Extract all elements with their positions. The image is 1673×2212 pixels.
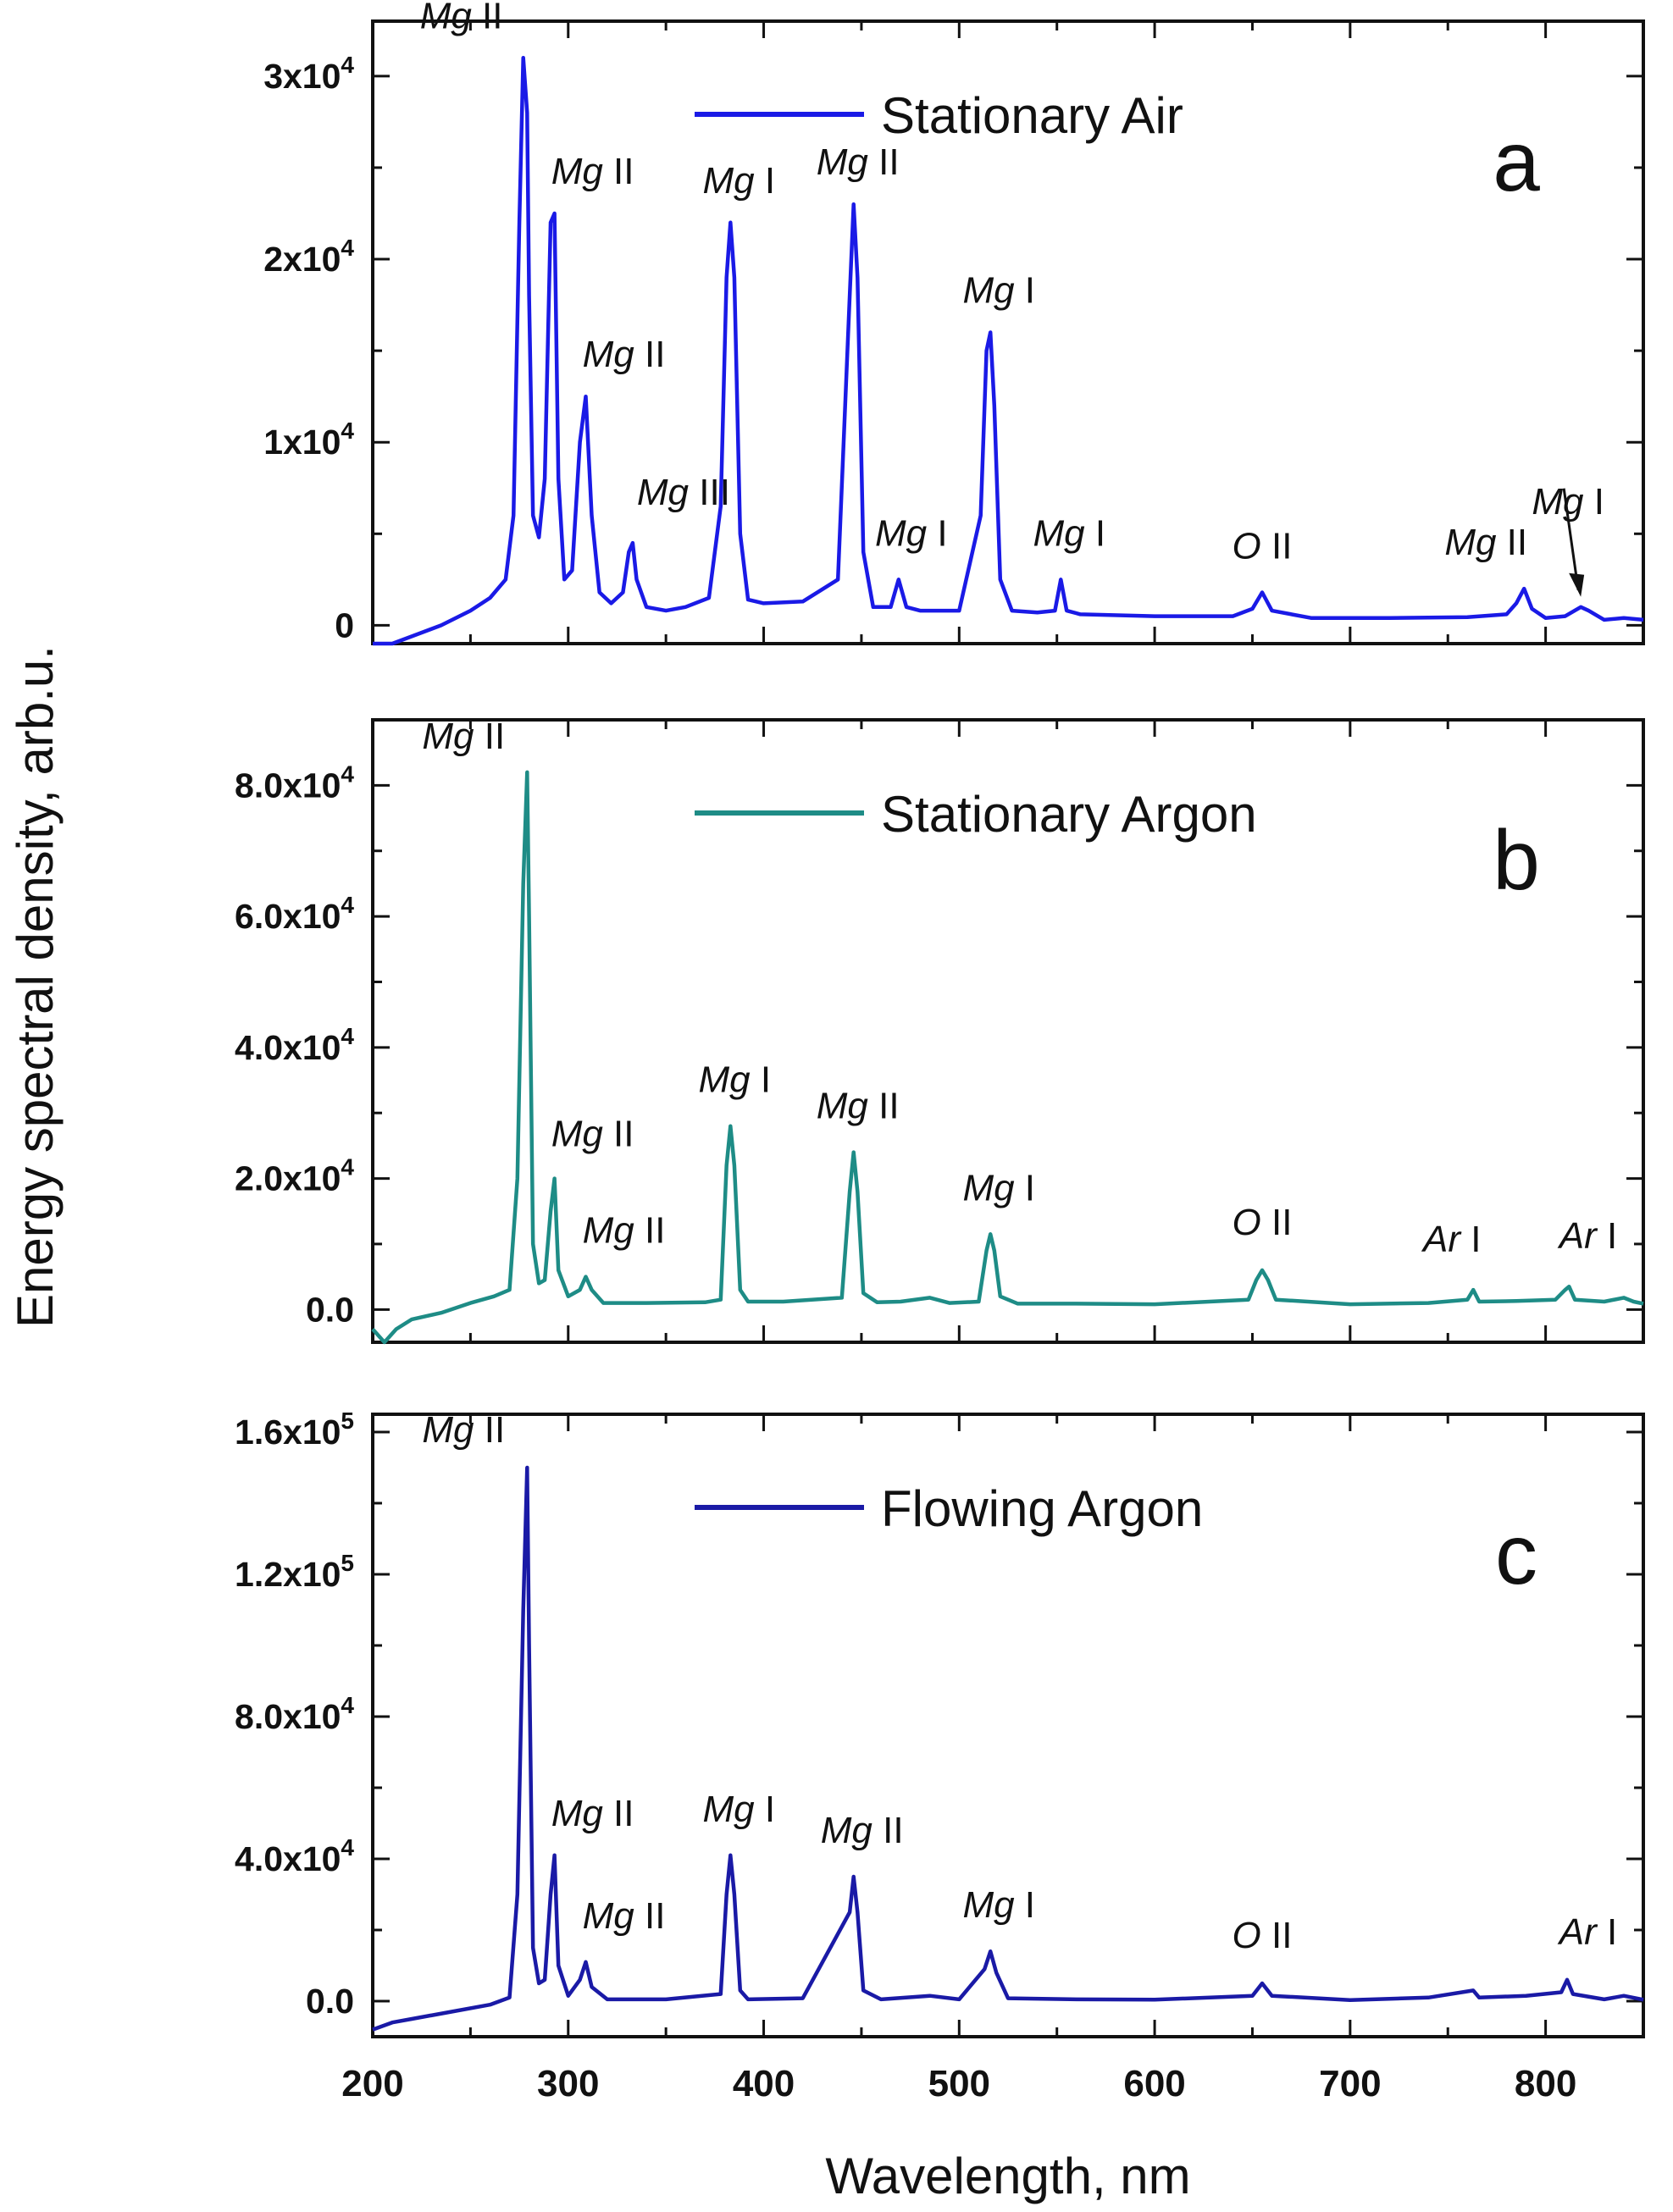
panel-b: 0.0 2.0x104 4.0x104 6.0x104 8.0x104 Stationar…	[235, 716, 1645, 1345]
peak-label: Mg II	[583, 1895, 666, 1937]
y-tick-label: 4.0x104	[235, 1834, 354, 1878]
peak-label: Mg I	[962, 270, 1035, 312]
peak-label: Mg II	[551, 151, 634, 192]
peak-label: Mg I	[703, 160, 776, 202]
legend-label: Flowing Argon	[881, 1480, 1203, 1537]
peak-label: Ar I	[1557, 1911, 1617, 1953]
y-tick-label: 2x104	[263, 235, 354, 279]
peak-label: Mg II	[583, 334, 666, 375]
peak-label: Mg II	[551, 1793, 634, 1834]
y-tick-label: 0.0	[306, 1290, 354, 1329]
peak-label: Mg II	[1444, 522, 1527, 563]
legend-label: Stationary Air	[881, 87, 1183, 144]
spectrum-line-c	[372, 1465, 1644, 2032]
peak-label: Mg I	[875, 512, 948, 554]
peak-label: Mg I	[699, 1059, 772, 1101]
plot-frame	[371, 19, 1645, 645]
peak-label: O II	[1233, 525, 1293, 567]
panel-letter: a	[1493, 114, 1540, 209]
peak-label: Ar I	[1557, 1215, 1617, 1257]
y-tick-label: 1.2x105	[235, 1550, 354, 1594]
peak-label: O II	[1233, 1202, 1293, 1243]
x-tick-label: 500	[928, 2063, 990, 2104]
x-tick-label: 400	[733, 2063, 795, 2104]
peak-label: Mg II	[422, 1409, 505, 1451]
spectrum-line-a	[373, 55, 1644, 646]
y-tick-label: 6.0x104	[235, 892, 354, 936]
peak-label: Mg II	[817, 1086, 900, 1127]
y-tick-label: 4.0x104	[235, 1023, 354, 1067]
peak-label: Mg I	[1033, 512, 1106, 554]
plot-frame	[371, 1413, 1645, 2038]
x-axis-title: Wavelength, nm	[825, 2148, 1190, 2204]
annotation-arrow	[1562, 488, 1580, 590]
peak-label: O II	[1233, 1915, 1293, 1956]
y-tick-label: 8.0x104	[235, 760, 354, 805]
peak-label: Mg II	[583, 1210, 666, 1252]
spectrum-line-b	[371, 770, 1644, 1345]
y-tick-label: 0	[335, 606, 354, 644]
x-tick-label: 200	[341, 2063, 403, 2104]
peak-label: Mg II	[551, 1114, 634, 1155]
annotation-arrowhead	[1569, 572, 1585, 597]
peak-label: Mg I	[1532, 481, 1604, 523]
y-axis-title: Energy spectral density, arb.u.	[7, 645, 64, 1328]
peak-label: Mg I	[962, 1884, 1035, 1926]
x-tick-label: 300	[537, 2063, 599, 2104]
legend-label: Stationary Argon	[881, 786, 1257, 843]
panel-letter: c	[1495, 1507, 1537, 1602]
peak-label: Mg II	[821, 1810, 904, 1851]
peak-label: Mg II	[420, 0, 503, 36]
x-tick-label: 800	[1515, 2063, 1576, 2104]
plot-frame	[371, 718, 1645, 1344]
y-tick-label: 0.0	[306, 1982, 354, 2021]
y-tick-label: 8.0x104	[235, 1692, 354, 1736]
peak-label: Mg III	[637, 472, 730, 513]
peak-label: Mg I	[962, 1167, 1035, 1208]
x-tick-label: 600	[1123, 2063, 1185, 2104]
y-tick-label: 3x104	[263, 52, 354, 96]
y-tick-label: 2.0x104	[235, 1154, 354, 1198]
peak-label: Ar I	[1421, 1219, 1481, 1260]
panel-letter: b	[1493, 813, 1540, 908]
peak-label: Mg I	[703, 1789, 776, 1830]
peak-label: Mg II	[817, 141, 900, 183]
y-tick-label: 1x104	[263, 418, 354, 462]
x-tick-label: 700	[1319, 2063, 1381, 2104]
peak-label: Mg II	[422, 716, 505, 757]
panel-c: 0.0 4.0x104 8.0x104 1.2x105 1.6x105 Flowing A…	[235, 1407, 1645, 2104]
y-tick-label: 1.6x105	[235, 1407, 354, 1452]
